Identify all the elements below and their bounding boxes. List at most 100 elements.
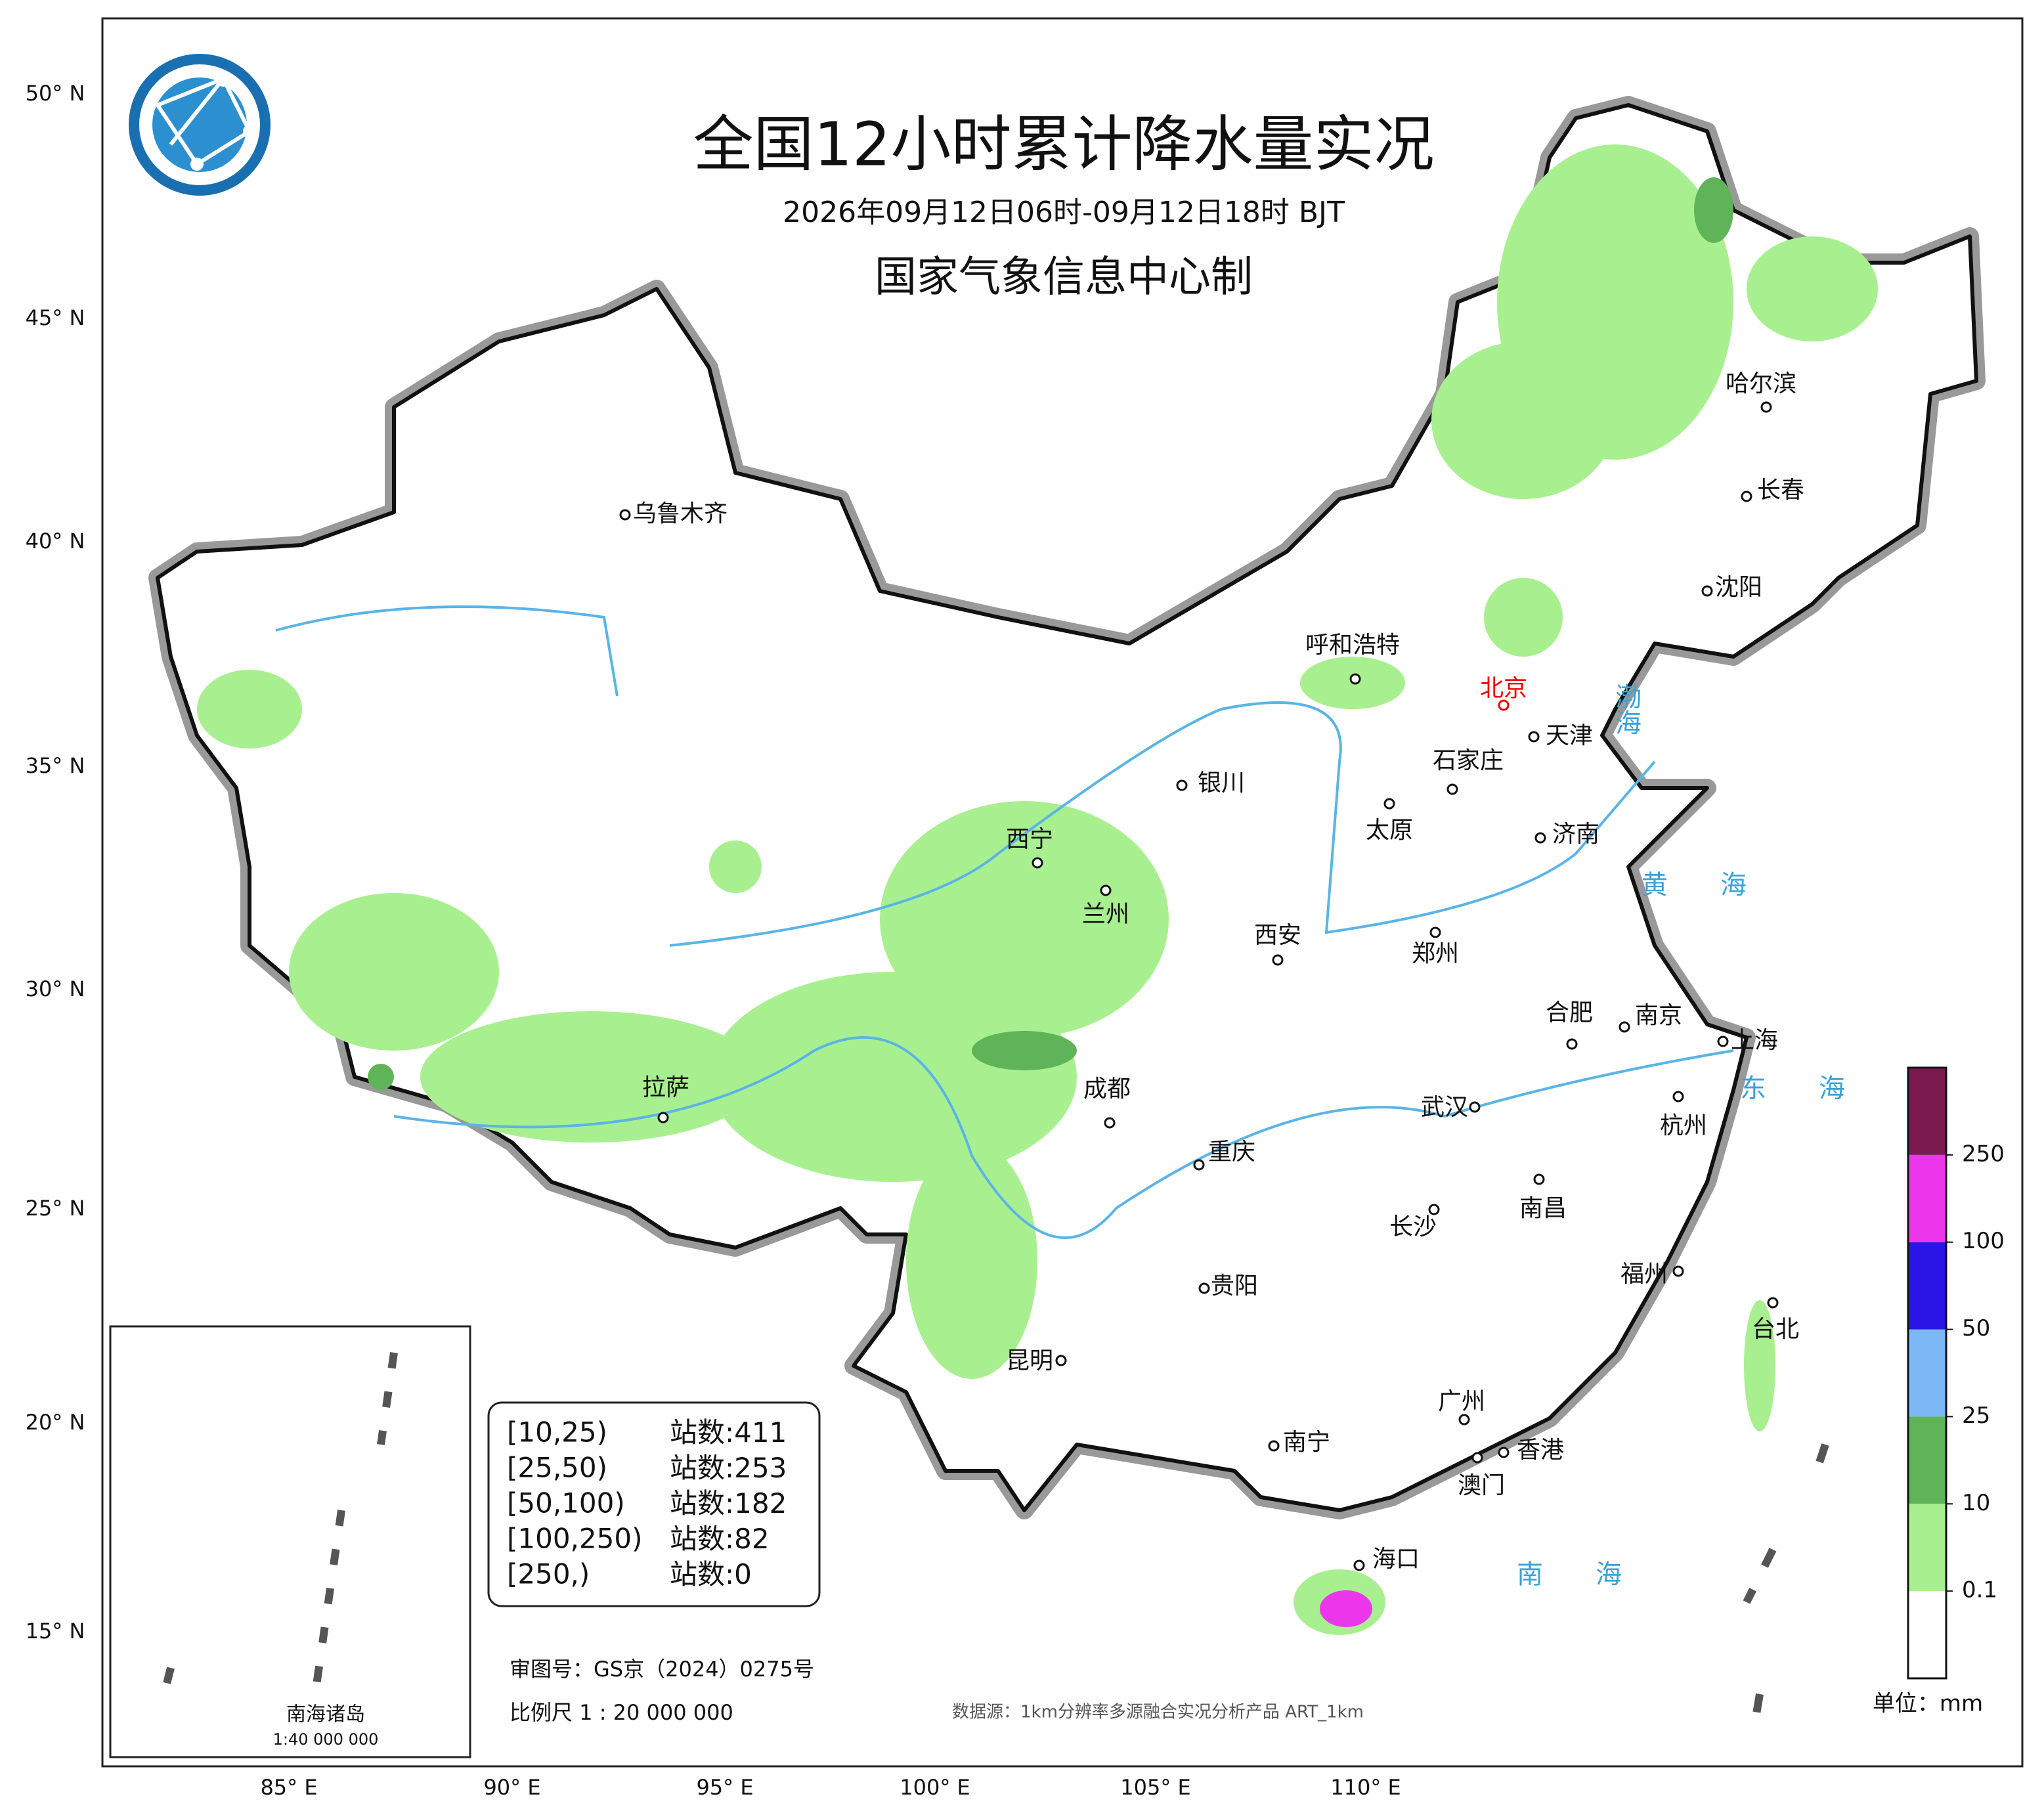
city-label: 昆明	[1006, 1347, 1053, 1374]
city-label: 南京	[1635, 1002, 1682, 1029]
lat-label: 20° N	[26, 1410, 85, 1435]
city-label: 广州	[1438, 1388, 1485, 1415]
city-label: 银川	[1198, 770, 1245, 796]
city-marker	[1767, 1297, 1779, 1309]
city-marker	[619, 509, 631, 521]
colorbar-segment	[1908, 1068, 1946, 1155]
city-marker	[1198, 1282, 1210, 1294]
city-marker	[1528, 731, 1540, 743]
lon-label: 105° E	[1120, 1775, 1190, 1800]
sea-label: 南海	[1517, 1559, 1674, 1590]
city-label: 上海	[1731, 1027, 1778, 1054]
inset-title: 南海诸岛	[286, 1703, 365, 1726]
city-label: 长春	[1757, 477, 1804, 504]
city-marker	[1100, 884, 1112, 896]
city-marker	[1272, 954, 1284, 966]
colorbar-label: 0.1	[1962, 1577, 1997, 1603]
city-marker	[1498, 699, 1510, 711]
city-marker	[1193, 1159, 1205, 1171]
city-label: 沈阳	[1715, 574, 1762, 601]
lat-label: 45° N	[26, 305, 85, 330]
rain-areas	[197, 144, 1878, 1635]
city-label: 海口	[1372, 1546, 1420, 1573]
stats-box	[487, 1401, 821, 1607]
city-label: 天津	[1546, 722, 1593, 749]
city-marker	[1471, 1452, 1483, 1464]
city-label: 石家庄	[1433, 747, 1504, 774]
city-marker	[1672, 1265, 1684, 1277]
stats-count-row: 站数:0	[670, 1558, 752, 1590]
producer: 国家气象信息中心制	[875, 253, 1253, 302]
city-marker	[1458, 1414, 1470, 1426]
stats-range: [25,50)	[507, 1452, 607, 1484]
rain-area-extreme	[1320, 1590, 1372, 1627]
lat-label: 25° N	[26, 1196, 85, 1221]
lat-label: 35° N	[26, 753, 85, 778]
stats-label: 站数:	[670, 1558, 734, 1590]
inset-scale: 1:40 000 000	[273, 1730, 379, 1749]
city-label: 郑州	[1412, 940, 1459, 967]
lat-label: 40° N	[26, 529, 85, 554]
stats-count-row: 站数:182	[670, 1487, 787, 1519]
stats-label: 站数:	[670, 1452, 734, 1484]
colorbar-label: 100	[1962, 1228, 2005, 1254]
city-label: 南宁	[1283, 1429, 1330, 1456]
city-marker	[1701, 585, 1713, 597]
city-label: 台北	[1752, 1316, 1799, 1343]
sea-label: 渤海	[1611, 683, 1641, 735]
colorbar-label: 250	[1962, 1141, 2005, 1167]
data-source: 数据源：1km分辨率多源融合实况分析产品 ART_1km	[952, 1703, 1364, 1722]
city-marker	[1760, 401, 1772, 413]
stats-range: [100,250)	[507, 1523, 642, 1555]
city-marker	[1469, 1101, 1481, 1113]
stats-count: 182	[734, 1487, 787, 1519]
city-label: 长沙	[1389, 1213, 1437, 1240]
dynamic: 50° N 45° N 40° N 35° N 30° N 25° N 20° N 15° N…	[26, 81, 2005, 1800]
colorbar-segment	[1908, 1416, 1946, 1504]
colorbar-segment	[1908, 1242, 1946, 1330]
maritime-border	[1743, 1443, 1829, 1734]
scale: 比例尺 1 : 20 000 000	[510, 1700, 733, 1725]
city-label: 兰州	[1082, 901, 1129, 928]
rain-areas-heavy	[368, 177, 1733, 1090]
city-marker	[1055, 1355, 1067, 1366]
lon-label: 95° E	[696, 1775, 753, 1800]
stats-count-row: 站数:82	[670, 1523, 770, 1555]
colorbar-label: 10	[1962, 1490, 1990, 1516]
city-label: 福州	[1620, 1261, 1668, 1288]
city-marker	[1498, 1447, 1510, 1458]
lon-label: 100° E	[900, 1775, 970, 1800]
city-label: 成都	[1083, 1076, 1131, 1102]
sea-label: 黄海	[1642, 870, 1799, 900]
city-marker	[1032, 857, 1043, 869]
city-marker	[1534, 832, 1546, 844]
city-label: 武汉	[1421, 1094, 1468, 1121]
unit-label: 单位：mm	[1873, 1691, 1983, 1717]
stats-count: 0	[734, 1558, 752, 1590]
colorbar-label: 25	[1962, 1403, 1990, 1429]
city-label: 杭州	[1660, 1112, 1707, 1139]
lon-label: 85° E	[260, 1775, 317, 1800]
city-label: 澳门	[1458, 1472, 1505, 1499]
city-label: 贵阳	[1211, 1273, 1258, 1299]
stats-range: [10,25)	[507, 1416, 607, 1449]
stats-count: 82	[734, 1523, 769, 1555]
lat-label: 30° N	[26, 976, 85, 1001]
city-label: 西安	[1254, 922, 1301, 949]
stats-count-row: 站数:253	[670, 1452, 787, 1484]
lon-label: 110° E	[1330, 1775, 1401, 1800]
city-label: 太原	[1366, 817, 1413, 844]
stats-count: 253	[734, 1452, 787, 1484]
city-marker	[1429, 926, 1441, 938]
colorbar-label: 50	[1962, 1315, 1990, 1341]
colorbar-segment	[1908, 1329, 1946, 1417]
stats-label: 站数:	[670, 1523, 734, 1555]
city-label: 重庆	[1208, 1139, 1255, 1166]
city-marker	[1268, 1440, 1280, 1452]
city-marker	[1717, 1035, 1729, 1047]
city-marker	[1353, 1559, 1365, 1571]
city-label: 济南	[1552, 821, 1599, 848]
city-label: 哈尔滨	[1726, 370, 1796, 397]
city-marker	[1446, 783, 1458, 795]
